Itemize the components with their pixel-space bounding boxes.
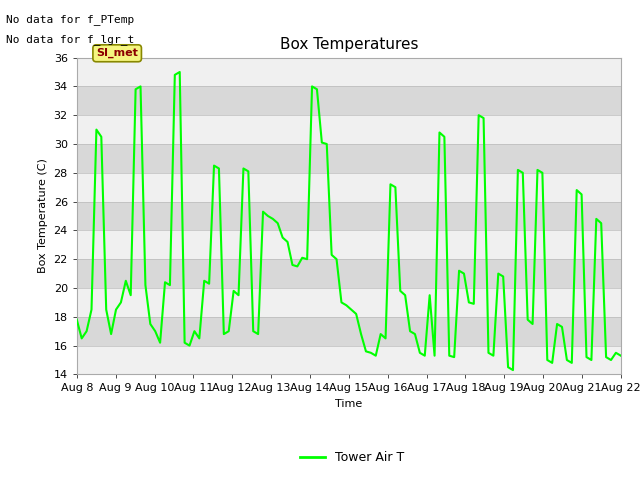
Bar — [77, 317, 621, 346]
Bar — [77, 288, 621, 317]
Bar — [77, 230, 621, 259]
Bar — [77, 115, 621, 144]
Bar — [77, 144, 621, 173]
Bar — [77, 58, 621, 86]
Legend: Tower Air T: Tower Air T — [295, 446, 409, 469]
Text: No data for f_PTemp: No data for f_PTemp — [6, 14, 134, 25]
Text: SI_met: SI_met — [96, 48, 138, 59]
Bar — [77, 259, 621, 288]
X-axis label: Time: Time — [335, 399, 362, 409]
Bar — [77, 346, 621, 374]
Bar — [77, 202, 621, 230]
Y-axis label: Box Temperature (C): Box Temperature (C) — [38, 158, 48, 274]
Title: Box Temperatures: Box Temperatures — [280, 37, 418, 52]
Text: No data for f_lgr_t: No data for f_lgr_t — [6, 34, 134, 45]
Bar — [77, 86, 621, 115]
Bar — [77, 173, 621, 202]
